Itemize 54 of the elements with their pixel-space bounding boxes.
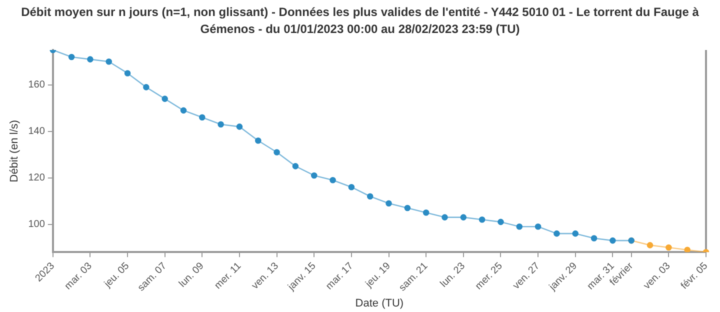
point: [68, 54, 75, 60]
x-tick-label: lun. 23: [438, 260, 468, 290]
point: [554, 230, 560, 237]
point: [310, 172, 318, 179]
point: [106, 58, 112, 65]
x-tick-label: sam. 21: [397, 260, 430, 294]
point: [87, 56, 94, 62]
x-tick-label: févr. 05: [679, 260, 710, 292]
point: [366, 193, 374, 200]
y-tick-label: 140: [28, 126, 46, 138]
point: [218, 121, 224, 128]
point: [348, 184, 355, 190]
y-axis-title: Débit (en l/s): [8, 120, 21, 182]
point: [498, 218, 504, 226]
point: [534, 223, 542, 230]
point: [330, 176, 336, 184]
point: [422, 210, 430, 216]
point: [646, 242, 654, 248]
point: [292, 163, 299, 170]
point: [124, 70, 131, 76]
point: [666, 244, 672, 251]
x-tick-label: sam. 07: [136, 260, 170, 294]
x-tick-label: ven. 13: [250, 260, 282, 292]
point: [274, 149, 280, 156]
y-tick-label: 100: [28, 219, 46, 230]
point: [478, 216, 486, 223]
point: [404, 204, 411, 212]
x-tick-label: lun. 09: [177, 260, 207, 290]
x-tick-label: jeu. 19: [363, 260, 394, 290]
x-tick-label: mer. 11: [212, 260, 244, 292]
x-tick-label: mar. 03: [62, 260, 95, 292]
point: [180, 107, 187, 114]
point: [199, 114, 206, 121]
point: [255, 137, 262, 144]
point: [516, 223, 523, 230]
point: [143, 84, 150, 90]
point: [590, 235, 598, 242]
point: [610, 237, 616, 244]
x-tick-label: mer. 25: [473, 260, 506, 292]
point: [386, 200, 392, 207]
x-tick-label: mar. 17: [324, 260, 356, 292]
x-axis-title: Date (TU): [355, 297, 404, 310]
point: [460, 214, 467, 220]
y-tick-label: 160: [28, 80, 46, 91]
point: [236, 124, 243, 130]
point: [442, 214, 448, 220]
y-tick-label: 120: [28, 172, 46, 184]
x-tick-label: jeu. 05: [102, 260, 132, 290]
x-tick-label: ven. 03: [642, 260, 674, 292]
point: [162, 96, 168, 102]
chart-title: Débit moyen sur n jours (n=1, non glissant) - Données les plus valides de l'entité - Y442 5010 01 - Le torrent du Fauge à Gémenos - du 01/01/2023 00:00 au 28/02/2023 23:59 (TU): [20, 4, 700, 38]
point: [572, 230, 579, 237]
point: [684, 246, 690, 252]
x-tick-label: ven. 27: [511, 260, 542, 292]
